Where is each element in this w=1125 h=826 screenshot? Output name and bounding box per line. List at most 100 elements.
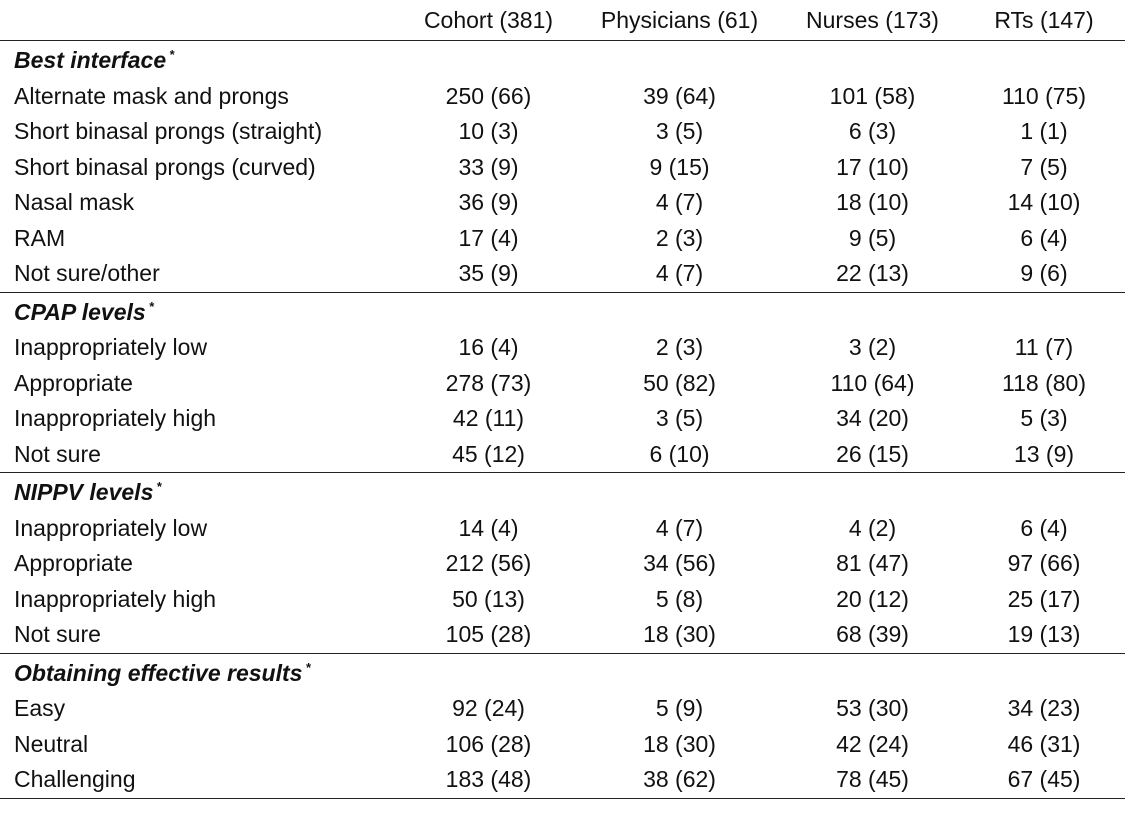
- value-cell: 42 (11): [452, 405, 525, 432]
- value-cell: 92 (24): [452, 695, 525, 722]
- section-title: CPAP levels: [14, 298, 146, 325]
- value-cell: 1 (1): [1020, 118, 1068, 145]
- section-title: Best interface: [14, 47, 167, 74]
- value-cell: 101 (58): [829, 82, 916, 109]
- value-cell: 19 (13): [963, 617, 1125, 654]
- row-label: RAM: [14, 224, 66, 251]
- table-row: Appropriate 212 (56) 34 (56) 81 (47) 97 (66): [0, 546, 1125, 582]
- value-cell: 5 (3): [1020, 405, 1068, 432]
- value-cell: 4 (7): [577, 256, 782, 293]
- table-row: Challenging 183 (48) 38 (62) 78 (45) 67 (45): [0, 762, 1125, 799]
- value-cell: 13 (9): [963, 436, 1125, 473]
- value-cell: 6 (3): [848, 118, 897, 145]
- row-label: Inappropriately high: [14, 585, 217, 612]
- value-cell: 53 (30): [836, 695, 909, 722]
- table-row: Nasal mask 36 (9) 4 (7) 18 (10) 14 (10): [0, 185, 1125, 221]
- section-group: Obtaining effective results * Easy 92 (24) 5…: [0, 653, 1125, 799]
- table-row: Not sure 105 (28) 18 (30) 68 (39) 19 (13): [0, 617, 1125, 654]
- value-cell: 9 (5): [848, 224, 897, 251]
- value-cell: 38 (62): [577, 762, 782, 799]
- value-cell: 16 (4): [458, 334, 519, 361]
- table-row: Alternate mask and prongs 250 (66) 39 (64)…: [0, 79, 1125, 115]
- value-cell: 106 (28): [445, 730, 532, 757]
- value-cell: 183 (48): [400, 762, 577, 799]
- section-title-cell: Best interface *: [0, 41, 1125, 79]
- value-cell: 26 (15): [782, 436, 963, 473]
- table-row: Easy 92 (24) 5 (9) 53 (30) 34 (23): [0, 691, 1125, 727]
- value-cell: 6 (4): [1020, 224, 1068, 251]
- section-header-row: Best interface *: [0, 41, 1125, 79]
- row-label: Not sure: [0, 436, 400, 473]
- section-title-cell: Obtaining effective results *: [0, 653, 1125, 691]
- table-row: Inappropriately high 50 (13) 5 (8) 20 (12) 2…: [0, 582, 1125, 618]
- value-cell: 78 (45): [782, 762, 963, 799]
- section-title-cell: CPAP levels *: [0, 292, 1125, 330]
- section-title: Obtaining effective results: [14, 659, 303, 686]
- value-cell: 97 (66): [1007, 550, 1081, 577]
- footnote-marker: *: [305, 659, 311, 675]
- footnote-marker: *: [148, 298, 154, 314]
- value-cell: 14 (4): [458, 514, 519, 541]
- value-cell: 18 (10): [836, 189, 909, 216]
- section-header-row: NIPPV levels *: [0, 473, 1125, 511]
- footnote-marker: *: [169, 47, 175, 63]
- value-cell: 34 (23): [1007, 695, 1081, 722]
- section-group: CPAP levels * Inappropriately low 16 (4) 2 (…: [0, 292, 1125, 473]
- value-cell: 14 (10): [1007, 189, 1081, 216]
- table-row: Inappropriately low 16 (4) 2 (3) 3 (2) 11 (7…: [0, 330, 1125, 366]
- value-cell: 3 (2): [848, 334, 897, 361]
- row-label: Not sure: [0, 617, 400, 654]
- footnote-marker: *: [156, 479, 162, 495]
- value-cell: 212 (56): [445, 550, 532, 577]
- header-row: Cohort (381) Physicians (61) Nurses (173…: [0, 0, 1125, 41]
- row-label: Nasal mask: [14, 189, 135, 216]
- row-label: Neutral: [14, 730, 89, 757]
- value-cell: 3 (5): [655, 405, 704, 432]
- section-title: NIPPV levels: [14, 479, 154, 506]
- header-cell-cohort: Cohort (381): [400, 0, 577, 41]
- value-cell: 34 (56): [643, 550, 716, 577]
- table-row: Short binasal prongs (curved) 33 (9) 9 (15…: [0, 150, 1125, 186]
- table-row: Inappropriately low 14 (4) 4 (7) 4 (2) 6 (4): [0, 511, 1125, 547]
- value-cell: 9 (6): [963, 256, 1125, 293]
- value-cell: 4 (2): [848, 514, 897, 541]
- section-header-row: CPAP levels *: [0, 292, 1125, 330]
- header-cell-nurses: Nurses (173): [782, 0, 963, 41]
- survey-results-table: Cohort (381) Physicians (61) Nurses (173…: [0, 0, 1125, 799]
- value-cell: 18 (30): [643, 730, 716, 757]
- value-cell: 4 (7): [655, 189, 704, 216]
- row-label: Easy: [14, 695, 66, 722]
- value-cell: 105 (28): [400, 617, 577, 654]
- row-label: Inappropriately low: [14, 514, 208, 541]
- value-cell: 6 (4): [1020, 514, 1068, 541]
- header-cell-rts: RTs (147): [963, 0, 1125, 41]
- value-cell: 46 (31): [1007, 730, 1081, 757]
- header-cell-physicians: Physicians (61): [577, 0, 782, 41]
- section-title-cell: NIPPV levels *: [0, 473, 1125, 511]
- table-row: Not sure 45 (12) 6 (10) 26 (15) 13 (9): [0, 436, 1125, 473]
- value-cell: 11 (7): [1014, 334, 1074, 361]
- value-cell: 22 (13): [782, 256, 963, 293]
- row-label: Short binasal prongs (straight): [14, 118, 323, 145]
- value-cell: 118 (80): [1002, 369, 1086, 396]
- row-label: Appropriate: [14, 550, 133, 577]
- value-cell: 81 (47): [836, 550, 909, 577]
- row-label: Not sure/other: [0, 256, 400, 293]
- value-cell: 278 (73): [445, 369, 532, 396]
- value-cell: 50 (13): [452, 585, 525, 612]
- value-cell: 6 (10): [577, 436, 782, 473]
- value-cell: 10 (3): [458, 118, 519, 145]
- value-cell: 110 (64): [830, 369, 915, 396]
- row-label: Short binasal prongs (curved): [14, 153, 316, 180]
- table-row: Neutral 106 (28) 18 (30) 42 (24) 46 (31): [0, 727, 1125, 763]
- value-cell: 68 (39): [782, 617, 963, 654]
- value-cell: 39 (64): [643, 82, 716, 109]
- value-cell: 3 (5): [655, 118, 704, 145]
- value-cell: 50 (82): [643, 369, 716, 396]
- value-cell: 7 (5): [1020, 153, 1068, 180]
- table-row: Short binasal prongs (straight) 10 (3) 3 (…: [0, 114, 1125, 150]
- value-cell: 110 (75): [1002, 82, 1086, 109]
- row-label: Inappropriately low: [14, 334, 208, 361]
- table-row: Inappropriately high 42 (11) 3 (5) 34 (20) 5…: [0, 401, 1125, 437]
- value-cell: 34 (20): [836, 405, 909, 432]
